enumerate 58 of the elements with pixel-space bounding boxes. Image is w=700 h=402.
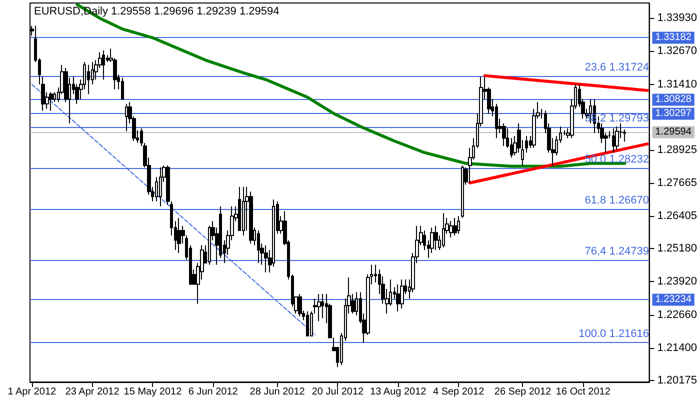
candlestick [615, 126, 619, 150]
y-tick-label: 1.27665 [657, 177, 698, 190]
x-tick-label: 16 Oct 2012 [556, 386, 611, 398]
candlestick [49, 92, 53, 112]
x-tick-label: 13 Aug 2012 [370, 386, 427, 398]
candlestick [612, 128, 615, 154]
candlestick [125, 103, 128, 132]
annotation: 61.8 1.26670 [584, 194, 649, 207]
candlestick [453, 217, 457, 236]
candlestick [502, 122, 506, 147]
y-tick-label: 1.22660 [657, 308, 698, 321]
candlestick [208, 225, 211, 266]
y-tick-label: 1.32670 [657, 45, 698, 58]
candlestick [442, 212, 445, 248]
x-tick-label: 6 Jun 2012 [188, 386, 238, 398]
candlestick [242, 186, 245, 236]
x-tick-label: 15 May 2012 [124, 386, 182, 398]
annotation: 100.0 1.21616 [578, 328, 649, 340]
y-tick-label: 1.21400 [657, 342, 698, 354]
candlestick [495, 103, 498, 139]
ref-line-label: 1.33182 [655, 32, 692, 44]
candlestick [317, 294, 321, 322]
x-tick-label: 28 Jun 2012 [250, 386, 306, 398]
candlestick [102, 50, 105, 80]
x-tick-label: 4 Sep 2012 [432, 386, 485, 398]
candlestick [525, 136, 528, 154]
y-tick-label: 1.31410 [657, 78, 698, 90]
y-tick-label: 1.25180 [657, 242, 698, 254]
candlestick [400, 279, 404, 310]
y-tick-label: 1.33930 [657, 12, 698, 24]
annotation: 76,4 1.24739 [584, 246, 649, 258]
candlestick [434, 225, 438, 251]
candlestick [238, 186, 241, 232]
ref-line-label: 1.23234 [655, 294, 692, 306]
candlestick [306, 310, 309, 336]
y-tick-label: 1.28925 [657, 144, 698, 156]
candlestick [457, 216, 460, 234]
x-tick-label: 1 Apr 2012 [8, 386, 57, 398]
ref-line-label: 1.30297 [655, 108, 692, 120]
candlestick [257, 230, 260, 264]
ref-line-label: 1.30828 [655, 94, 692, 106]
x-tick-label: 23 Apr 2012 [65, 386, 120, 398]
candlestick [461, 165, 464, 218]
candlestick [159, 166, 162, 207]
x-tick-label: 20 Jul 2012 [312, 386, 364, 398]
candlestick [249, 191, 253, 244]
y-tick-label: 1.26405 [657, 210, 698, 222]
candlestick [177, 217, 181, 254]
candlestick [298, 294, 302, 317]
candlestick [121, 77, 124, 100]
candlestick [87, 64, 90, 95]
x-tick-label: 26 Sep 2012 [494, 386, 552, 398]
candlestick [396, 284, 400, 312]
candlestick [264, 244, 268, 273]
y-tick-label: 1.23920 [657, 276, 698, 288]
ref-line-label: 1.29594 [655, 126, 692, 138]
y-tick-label: 1.20175 [657, 374, 698, 386]
candlestick [449, 220, 453, 238]
